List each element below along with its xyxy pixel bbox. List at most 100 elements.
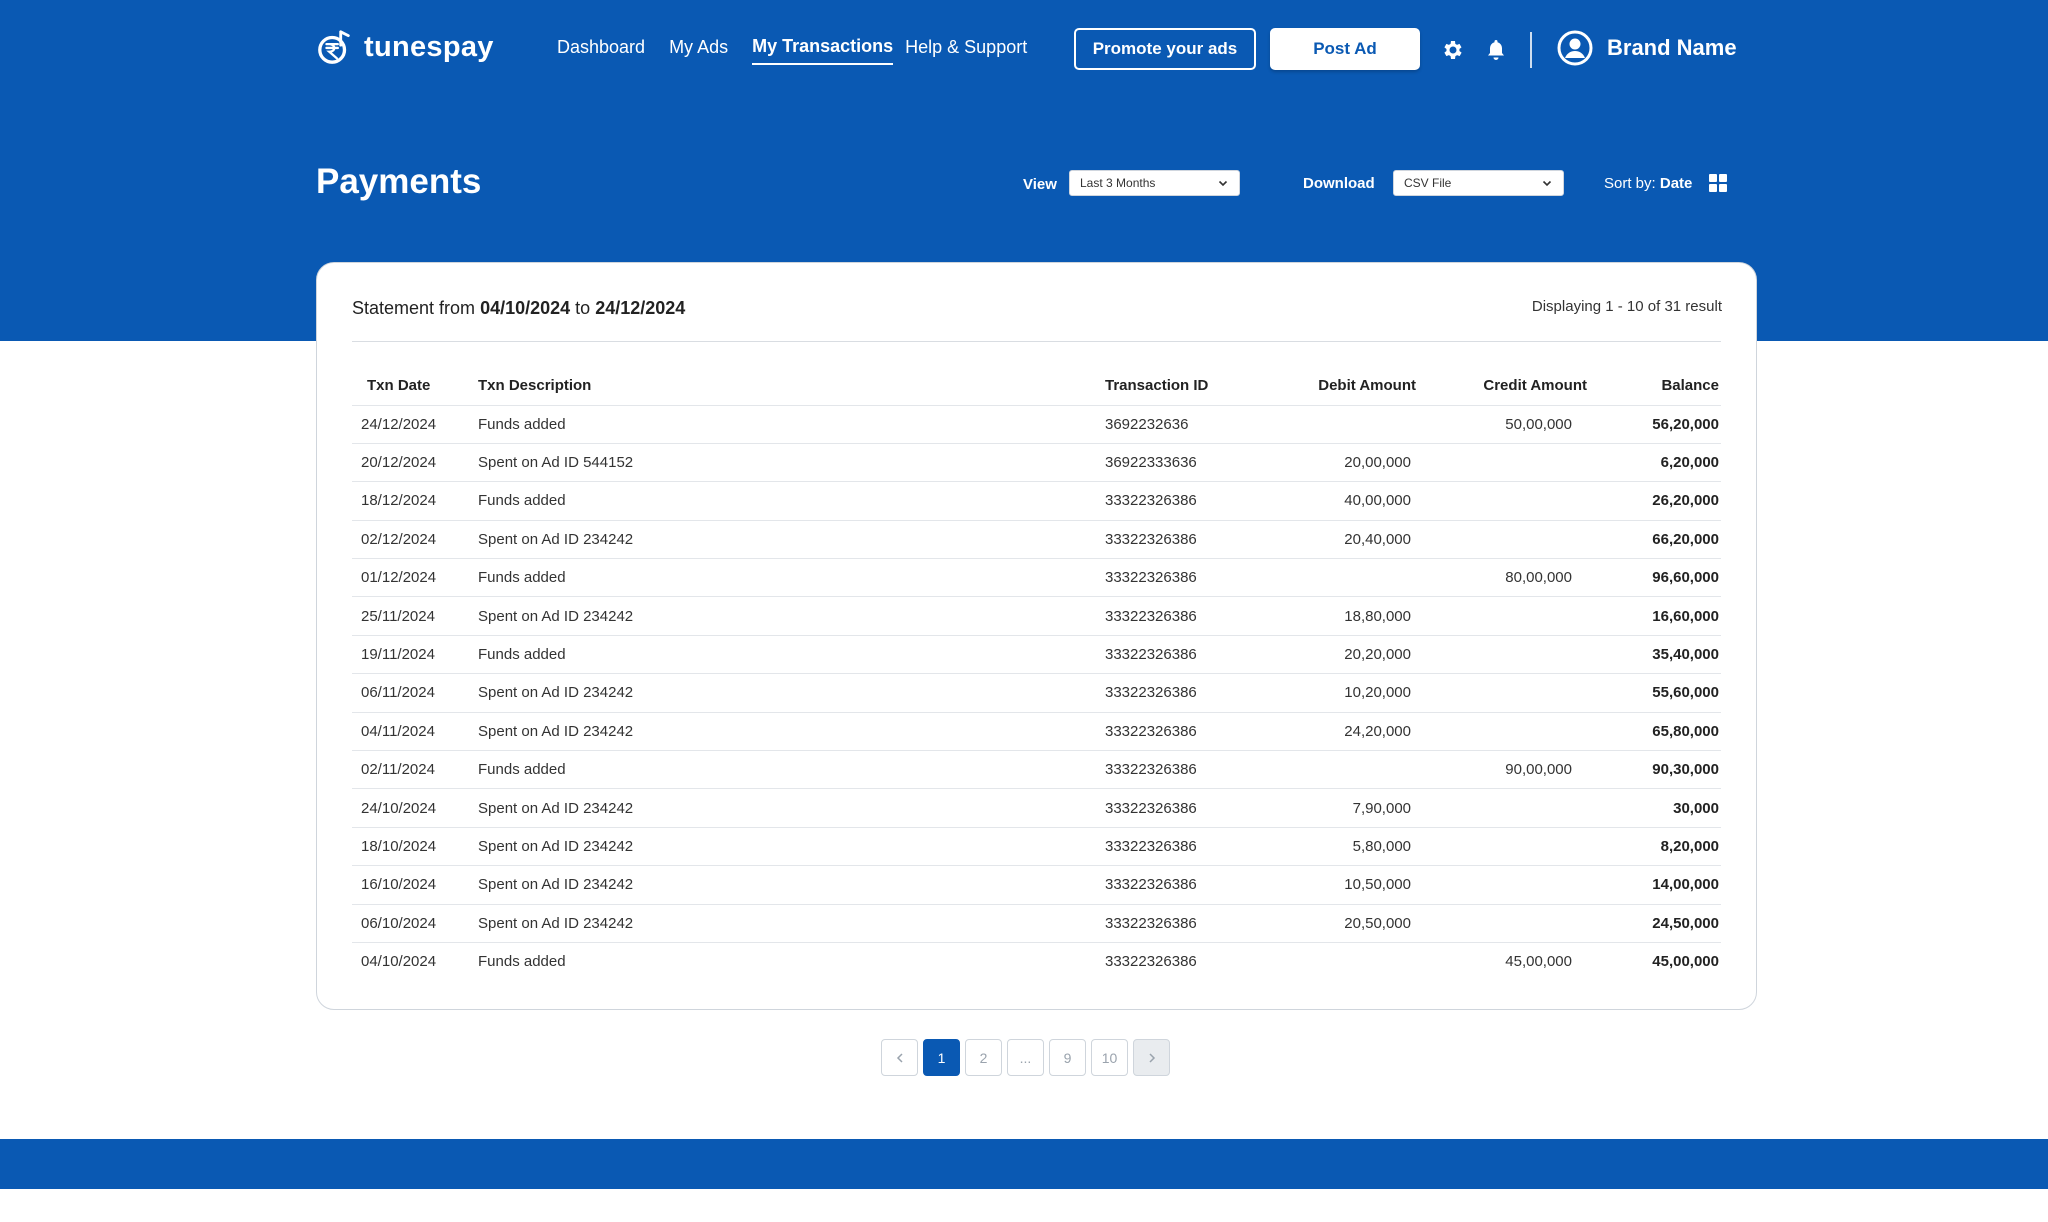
cell-txn-date: 01/12/2024 xyxy=(352,558,478,598)
pagination: 1 2 ... 9 10 xyxy=(881,1039,1170,1076)
statement-to: 24/12/2024 xyxy=(595,298,686,318)
card-divider xyxy=(352,341,1721,342)
page-button-9[interactable]: 9 xyxy=(1049,1039,1086,1076)
table-row[interactable]: 04/11/2024 Spent on Ad ID 234242 333223263… xyxy=(352,712,1721,752)
page-button-10[interactable]: 10 xyxy=(1091,1039,1128,1076)
cell-balance: 24,50,000 xyxy=(1591,904,1721,943)
cell-txn-description: Funds added xyxy=(478,635,1105,675)
col-debit-amount[interactable]: Debit Amount xyxy=(1277,367,1416,406)
download-label: Download xyxy=(1303,175,1375,192)
cell-transaction-id: 33322326386 xyxy=(1105,673,1277,713)
statement-range: Statement from 04/10/2024 to 24/12/2024 xyxy=(352,298,685,319)
col-credit-amount[interactable]: Credit Amount xyxy=(1416,367,1591,406)
col-txn-description[interactable]: Txn Description xyxy=(478,367,1105,406)
cell-debit-amount xyxy=(1277,942,1416,980)
page-button-2[interactable]: 2 xyxy=(965,1039,1002,1076)
table-row[interactable]: 06/10/2024 Spent on Ad ID 234242 333223263… xyxy=(352,904,1721,943)
cell-credit-amount xyxy=(1416,904,1591,943)
cell-txn-date: 04/10/2024 xyxy=(361,953,437,971)
grid-icon[interactable] xyxy=(1709,174,1727,192)
cell-txn-description: Spent on Ad ID 234242 xyxy=(478,827,1105,867)
cell-txn-description: Spent on Ad ID 234242 xyxy=(478,596,1105,636)
page-ellipsis: ... xyxy=(1007,1039,1044,1076)
cell-credit-amount: 90,00,000 xyxy=(1416,750,1591,790)
table-row[interactable]: 18/10/2024 Spent on Ad ID 234242 333223263… xyxy=(352,827,1721,867)
cell-debit-amount: 10,50,000 xyxy=(1277,865,1416,905)
cell-txn-date: 18/12/2024 xyxy=(352,481,478,521)
nav-help-support[interactable]: Help & Support xyxy=(905,37,1028,57)
cell-transaction-id: 33322326386 xyxy=(1105,750,1277,790)
table-row[interactable]: 24/10/2024 Spent on Ad ID 234242 333223263… xyxy=(352,788,1721,828)
table-row[interactable]: 19/11/2024 Funds added 33322326386 20,20,00… xyxy=(352,635,1721,675)
cell-credit-amount xyxy=(1416,827,1591,867)
cell-txn-description: Funds added xyxy=(478,750,1105,790)
view-select[interactable]: Last 3 Months xyxy=(1069,170,1240,196)
nav-my-ads[interactable]: My Ads xyxy=(669,37,729,57)
cell-debit-amount: 20,00,000 xyxy=(1277,443,1416,483)
cell-transaction-id: 33322326386 xyxy=(1105,953,1197,971)
cell-debit-amount: 5,80,000 xyxy=(1277,827,1416,867)
cell-txn-description: Funds added xyxy=(478,558,1105,598)
chevron-down-icon xyxy=(1542,180,1552,187)
bell-icon[interactable] xyxy=(1485,38,1507,62)
table-row[interactable]: 20/12/2024 Spent on Ad ID 544152 369223336… xyxy=(352,443,1721,483)
statement-card: Statement from 04/10/2024 to 24/12/2024 … xyxy=(316,262,1757,1010)
table-body: 24/12/2024 Funds added 3692232636 50,00,000… xyxy=(352,405,1721,981)
table-row[interactable]: 04/10/2024 Funds added 33322326386 45,00,00… xyxy=(352,942,1721,980)
gear-icon[interactable] xyxy=(1441,38,1465,62)
cell-balance: 56,20,000 xyxy=(1591,405,1721,444)
nav-dashboard[interactable]: Dashboard xyxy=(557,37,646,57)
cell-credit-amount xyxy=(1416,865,1591,905)
table-row[interactable]: 02/11/2024 Funds added 33322326386 90,00,00… xyxy=(352,750,1721,790)
table-row[interactable]: 02/12/2024 Spent on Ad ID 234242 333223263… xyxy=(352,520,1721,560)
cell-balance: 8,20,000 xyxy=(1591,827,1721,867)
cell-balance: 30,000 xyxy=(1591,788,1721,828)
col-transaction-id[interactable]: Transaction ID xyxy=(1105,367,1277,406)
table-row[interactable]: 24/12/2024 Funds added 3692232636 50,00,000… xyxy=(352,405,1721,444)
cell-txn-description: Spent on Ad ID 234242 xyxy=(478,673,1105,713)
cell-balance: 55,60,000 xyxy=(1591,673,1721,713)
transactions-table: Txn Date Txn Description Transaction ID … xyxy=(352,367,1721,981)
col-txn-date[interactable]: Txn Date xyxy=(352,367,478,406)
cell-txn-date: 25/11/2024 xyxy=(352,596,478,636)
cell-debit-amount: 20,20,000 xyxy=(1277,635,1416,675)
cell-transaction-id: 33322326386 xyxy=(1105,520,1277,560)
cell-debit-amount xyxy=(1277,558,1416,598)
table-row[interactable]: 06/11/2024 Spent on Ad ID 234242 333223263… xyxy=(352,673,1721,713)
cell-txn-description: Spent on Ad ID 234242 xyxy=(478,904,1105,943)
sort-control[interactable]: Sort by: Date xyxy=(1604,175,1692,192)
cell-balance: 96,60,000 xyxy=(1591,558,1721,598)
cell-transaction-id: 36922333636 xyxy=(1105,443,1277,483)
sort-label: Sort by: xyxy=(1604,175,1656,192)
table-row[interactable]: 25/11/2024 Spent on Ad ID 234242 333223263… xyxy=(352,596,1721,636)
table-row[interactable]: 18/12/2024 Funds added 33322326386 40,00,00… xyxy=(352,481,1721,521)
next-page-button[interactable] xyxy=(1133,1039,1170,1076)
cell-txn-date: 24/10/2024 xyxy=(352,788,478,828)
cell-credit-amount xyxy=(1416,712,1591,752)
table-row[interactable]: 01/12/2024 Funds added 33322326386 80,00,00… xyxy=(352,558,1721,598)
prev-page-button[interactable] xyxy=(881,1039,918,1076)
cell-balance: 16,60,000 xyxy=(1591,596,1721,636)
user-circle-icon[interactable] xyxy=(1557,30,1593,66)
cell-txn-description: Spent on Ad ID 234242 xyxy=(478,788,1105,828)
cell-transaction-id: 33322326386 xyxy=(1105,635,1277,675)
table-row[interactable]: 16/10/2024 Spent on Ad ID 234242 333223263… xyxy=(352,865,1721,905)
col-balance[interactable]: Balance xyxy=(1591,367,1721,406)
statement-from: 04/10/2024 xyxy=(480,298,571,318)
cell-transaction-id: 3692232636 xyxy=(1105,405,1277,444)
cell-balance: 14,00,000 xyxy=(1591,865,1721,905)
cell-credit-amount xyxy=(1416,635,1591,675)
nav-my-transactions[interactable]: My Transactions xyxy=(752,36,894,65)
cell-credit-amount xyxy=(1416,596,1591,636)
brand-logo[interactable]: tunespay xyxy=(316,28,494,66)
promote-ads-button[interactable]: Promote your ads xyxy=(1074,28,1256,70)
post-ad-button[interactable]: Post Ad xyxy=(1270,28,1420,70)
cell-balance: 35,40,000 xyxy=(1591,635,1721,675)
cell-credit-amount xyxy=(1416,788,1591,828)
cell-transaction-id: 33322326386 xyxy=(1105,481,1277,521)
user-name[interactable]: Brand Name xyxy=(1607,35,1737,60)
page-button-1[interactable]: 1 xyxy=(923,1039,960,1076)
cell-txn-date: 16/10/2024 xyxy=(352,865,478,905)
footer-band xyxy=(0,1139,2048,1189)
download-select[interactable]: CSV File xyxy=(1393,170,1564,196)
